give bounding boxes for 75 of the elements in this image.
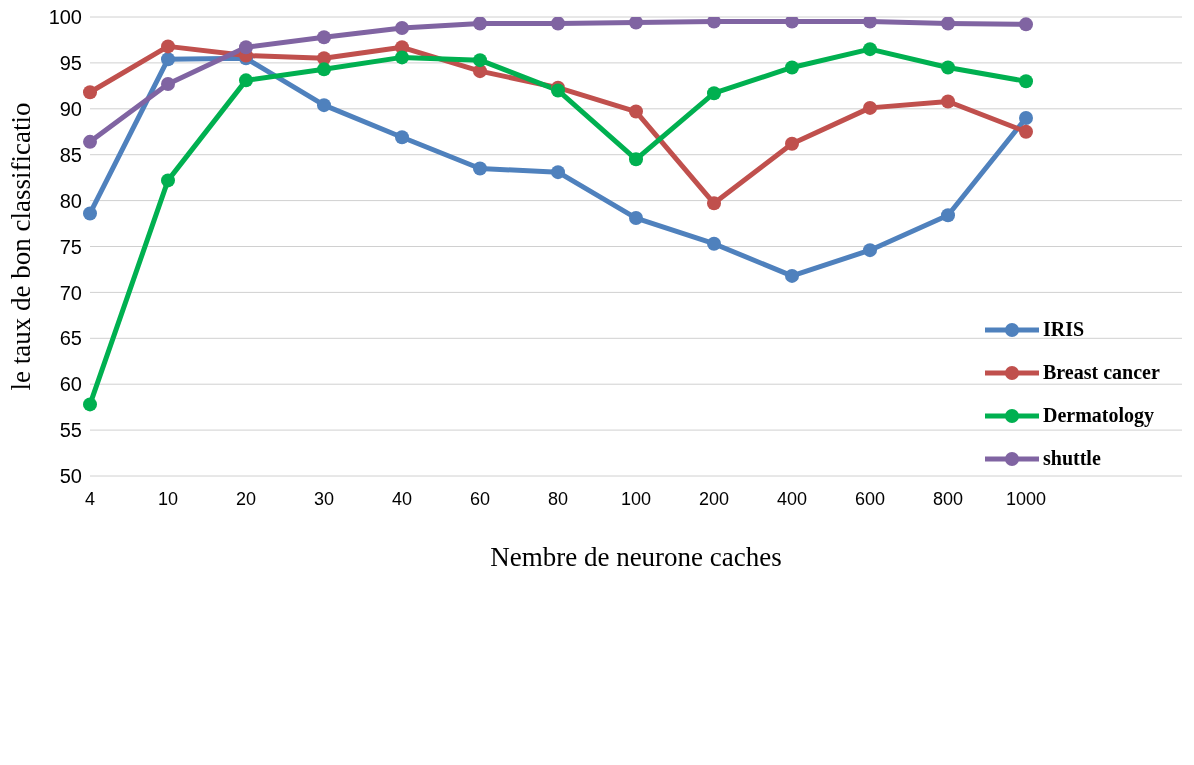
point bbox=[317, 30, 331, 45]
y-axis-title: le taux de bon classificatio bbox=[5, 102, 36, 391]
point bbox=[83, 134, 97, 149]
point bbox=[1019, 17, 1033, 32]
y-tick-label: 80 bbox=[59, 189, 82, 212]
legend-label: Dermatology bbox=[1043, 404, 1155, 427]
point bbox=[941, 60, 955, 75]
x-tick-label: 20 bbox=[235, 488, 257, 509]
y-tick-label: 85 bbox=[59, 143, 82, 166]
point bbox=[1019, 74, 1033, 89]
point bbox=[239, 73, 253, 88]
y-tick-label: 90 bbox=[59, 97, 82, 120]
point bbox=[317, 98, 331, 113]
point bbox=[707, 196, 721, 211]
point bbox=[473, 17, 487, 31]
x-tick-label: 80 bbox=[547, 488, 569, 509]
x-tick-label: 4 bbox=[84, 488, 96, 509]
x-tick-label: 800 bbox=[932, 488, 964, 509]
point bbox=[629, 17, 643, 30]
y-tick-label: 50 bbox=[59, 465, 82, 488]
point bbox=[1019, 124, 1033, 139]
point bbox=[473, 161, 487, 176]
x-tick-label: 100 bbox=[620, 488, 652, 509]
point bbox=[83, 85, 97, 100]
point bbox=[551, 165, 565, 180]
point bbox=[551, 17, 565, 31]
point bbox=[161, 52, 175, 67]
legend-label: shuttle bbox=[1043, 447, 1101, 470]
point bbox=[863, 17, 877, 29]
point bbox=[395, 21, 409, 36]
point bbox=[239, 40, 253, 55]
point bbox=[629, 104, 643, 119]
point bbox=[707, 236, 721, 251]
x-tick-label: 1000 bbox=[1005, 488, 1047, 509]
point bbox=[941, 17, 955, 31]
point bbox=[785, 60, 799, 75]
point bbox=[83, 397, 97, 412]
y-tick-label: 95 bbox=[59, 52, 82, 74]
x-tick-label: 600 bbox=[854, 488, 886, 509]
x-axis-title: Nembre de neurone caches bbox=[490, 542, 782, 572]
x-tick-label: 400 bbox=[776, 488, 808, 509]
y-tick-label: 75 bbox=[59, 235, 82, 258]
point bbox=[629, 152, 643, 167]
x-tick-label: 60 bbox=[469, 488, 491, 509]
point bbox=[161, 39, 175, 54]
y-tick-label: 55 bbox=[59, 419, 82, 442]
y-tick-label: 65 bbox=[59, 327, 82, 350]
point bbox=[707, 17, 721, 29]
point bbox=[83, 206, 97, 221]
point bbox=[395, 50, 409, 65]
point bbox=[629, 211, 643, 226]
point bbox=[317, 62, 331, 77]
point bbox=[863, 100, 877, 115]
point bbox=[785, 136, 799, 151]
x-tick-label: 200 bbox=[698, 488, 730, 509]
point bbox=[863, 243, 877, 258]
point bbox=[785, 17, 799, 29]
legend-label: Breast cancer bbox=[1043, 361, 1160, 384]
legend-label: IRIS bbox=[1043, 318, 1085, 341]
point bbox=[1019, 110, 1033, 125]
y-tick-label: 60 bbox=[59, 373, 82, 396]
y-tick-label: 70 bbox=[59, 281, 82, 304]
point bbox=[473, 53, 487, 68]
y-tick-label: 100 bbox=[48, 6, 82, 29]
x-tick-label: 30 bbox=[313, 488, 335, 509]
x-tick-label: 10 bbox=[157, 488, 179, 509]
x-tick-label: 40 bbox=[391, 488, 413, 509]
point bbox=[707, 86, 721, 101]
point bbox=[395, 130, 409, 145]
point bbox=[161, 77, 175, 92]
point bbox=[161, 173, 175, 188]
point bbox=[941, 94, 955, 109]
point bbox=[863, 42, 877, 57]
point bbox=[941, 208, 955, 223]
point bbox=[785, 268, 799, 283]
